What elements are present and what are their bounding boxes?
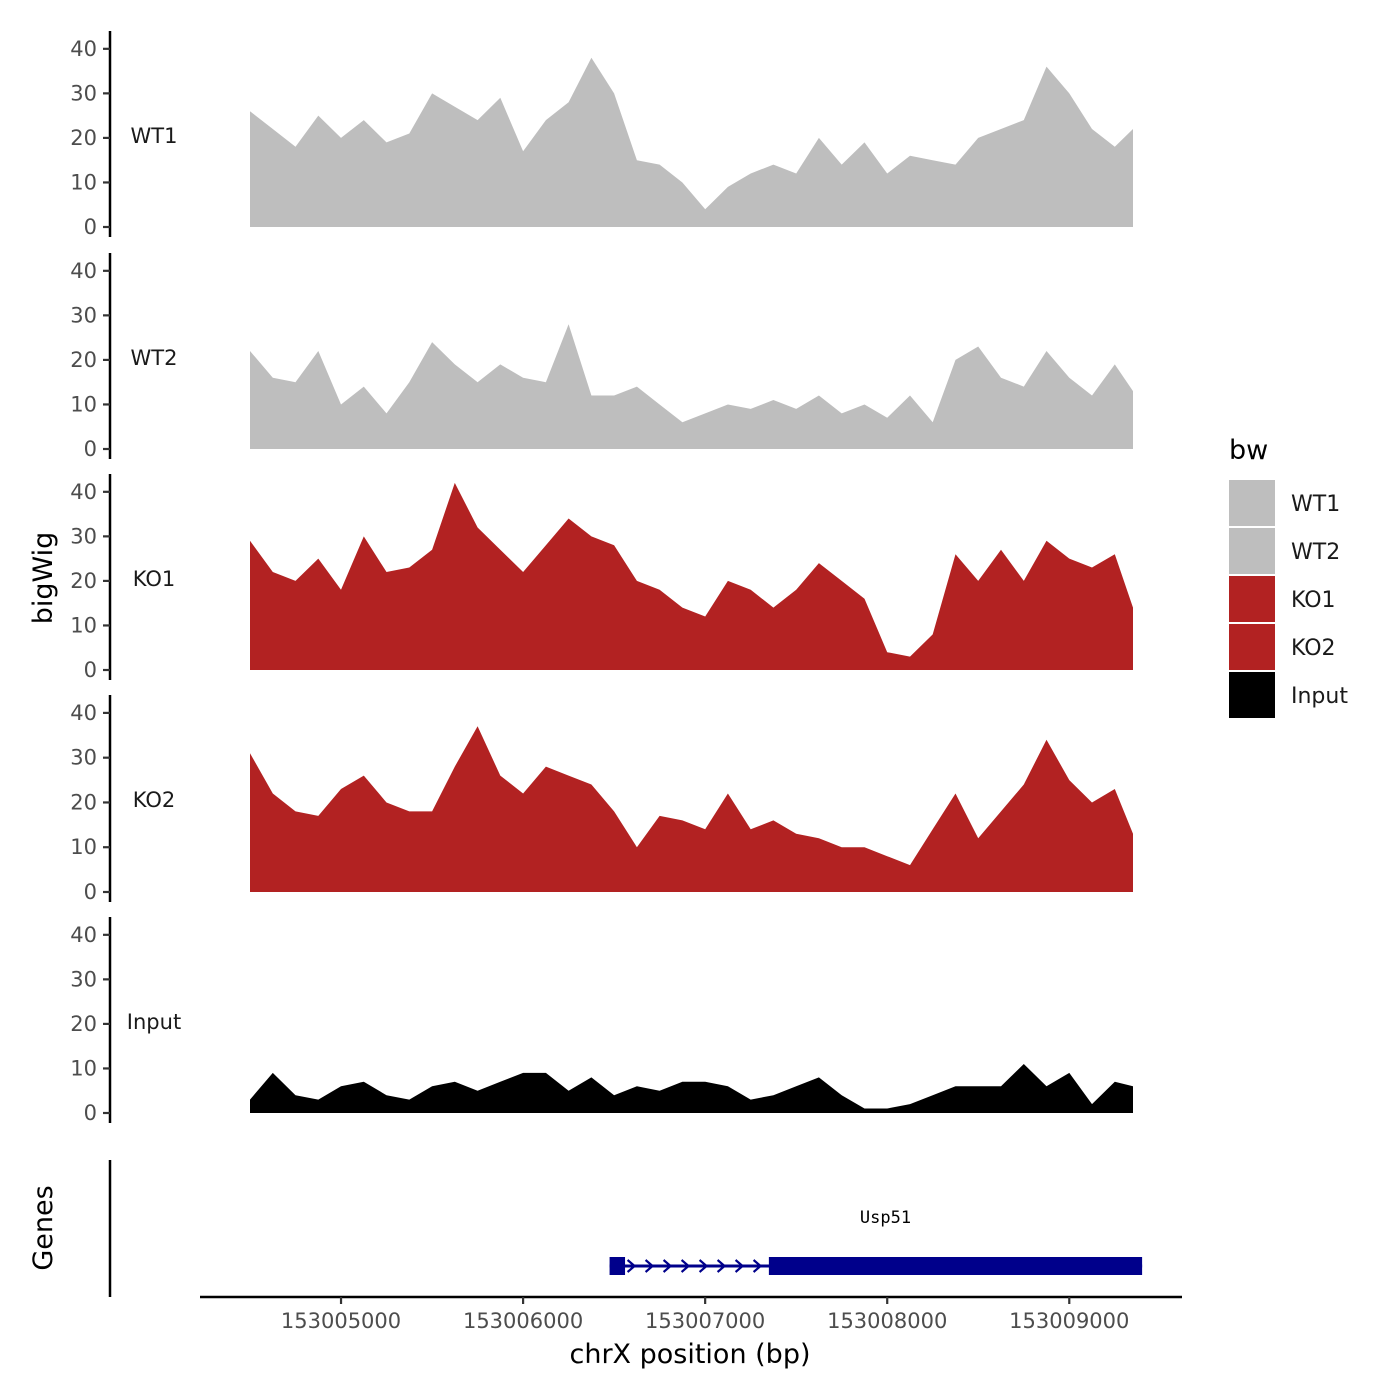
- y-tick-label: 0: [84, 658, 97, 682]
- coverage-area-ko1: [250, 482, 1133, 670]
- coverage-area-ko2: [250, 726, 1133, 892]
- track-wt1: 0 10 20 30 40 WT1: [70, 31, 1133, 239]
- legend-label: WT1: [1291, 492, 1340, 517]
- track-label: KO2: [133, 788, 176, 812]
- gene-model: Usp51: [609, 1208, 1143, 1275]
- strand-arrow: [752, 1259, 763, 1273]
- gene-coding-block: [768, 1257, 1143, 1275]
- strand-arrow: [734, 1259, 745, 1273]
- y-tick-label: 20: [70, 1012, 97, 1036]
- legend-label: KO2: [1291, 636, 1336, 661]
- y-tick-label: 40: [70, 701, 97, 725]
- legend-label: WT2: [1291, 540, 1340, 565]
- y-tick-label: 10: [70, 1056, 97, 1080]
- track-input: 0 10 20 30 40 Input: [70, 917, 1133, 1125]
- strand-arrow: [680, 1259, 691, 1273]
- coverage-tracks: 0 10 20 30 40 WT1 0 10 20 30 40 WT2 0 10 20 30 40 KO1 0 10 2…: [70, 31, 1133, 1125]
- legend-swatch: [1229, 480, 1275, 526]
- y-tick-label: 10: [70, 170, 97, 194]
- strand-arrow: [644, 1259, 655, 1273]
- y-tick-label: 40: [70, 923, 97, 947]
- y-tick-label: 10: [70, 392, 97, 416]
- y-tick-label: 20: [70, 790, 97, 814]
- y-tick-label: 40: [70, 259, 97, 283]
- strand-arrow: [716, 1259, 727, 1273]
- gene-exon-start: [609, 1257, 626, 1275]
- coverage-area-wt1: [250, 57, 1133, 228]
- x-tick-label: 153006000: [463, 1309, 583, 1333]
- x-tick-label: 153008000: [827, 1309, 947, 1333]
- track-wt2: 0 10 20 30 40 WT2: [70, 253, 1133, 461]
- gene-name-label: Usp51: [860, 1208, 911, 1228]
- y-tick-label: 0: [84, 437, 97, 461]
- legend-item-wt1: WT1: [1229, 480, 1340, 526]
- gene-track: Usp51: [108, 1160, 1143, 1297]
- legend-swatch: [1229, 576, 1275, 622]
- y-tick-label: 30: [70, 81, 97, 105]
- strand-arrow: [626, 1259, 637, 1273]
- y-tick-label: 20: [70, 348, 97, 372]
- gene-track-title: Genes: [28, 1185, 59, 1270]
- y-tick-label: 10: [70, 613, 97, 637]
- y-tick-label: 0: [84, 880, 97, 904]
- track-label: Input: [127, 1010, 181, 1034]
- legend-item-ko1: KO1: [1229, 576, 1336, 622]
- legend-label: KO1: [1291, 588, 1336, 613]
- y-tick-label: 30: [70, 746, 97, 770]
- legend-swatch: [1229, 624, 1275, 670]
- legend-item-input: Input: [1229, 672, 1348, 718]
- track-label: KO1: [133, 567, 176, 591]
- y-tick-label: 40: [70, 480, 97, 504]
- y-tick-label: 30: [70, 524, 97, 548]
- y-tick-label: 30: [70, 967, 97, 991]
- strand-arrow: [662, 1259, 673, 1273]
- strand-arrow: [698, 1259, 709, 1273]
- y-tick-label: 30: [70, 303, 97, 327]
- x-axis: 153005000 153006000 153007000 153008000 1530…: [200, 1295, 1182, 1333]
- track-ko2: 0 10 20 30 40 KO2: [70, 695, 1133, 904]
- y-axis-title: bigWig: [28, 532, 59, 625]
- y-tick-label: 20: [70, 126, 97, 150]
- y-tick-label: 0: [84, 1101, 97, 1125]
- coverage-area-input: [250, 1064, 1133, 1113]
- legend-swatch: [1229, 528, 1275, 574]
- track-label: WT2: [131, 346, 178, 370]
- x-tick-label: 153009000: [1009, 1309, 1129, 1333]
- y-tick-label: 10: [70, 835, 97, 859]
- legend: bw WT1 WT2 KO1 KO2 Input: [1229, 435, 1348, 718]
- x-tick-label: 153005000: [281, 1309, 401, 1333]
- legend-title: bw: [1229, 435, 1268, 466]
- x-axis-title: chrX position (bp): [569, 1339, 810, 1370]
- y-tick-label: 20: [70, 569, 97, 593]
- y-tick-label: 40: [70, 37, 97, 61]
- legend-item-wt2: WT2: [1229, 528, 1340, 574]
- track-label: WT1: [131, 124, 178, 148]
- x-tick-label: 153007000: [645, 1309, 765, 1333]
- legend-swatch: [1229, 672, 1275, 718]
- y-tick-label: 0: [84, 215, 97, 239]
- coverage-area-wt2: [250, 324, 1133, 449]
- legend-label: Input: [1291, 684, 1348, 709]
- legend-item-ko2: KO2: [1229, 624, 1336, 670]
- track-ko1: 0 10 20 30 40 KO1: [70, 474, 1133, 682]
